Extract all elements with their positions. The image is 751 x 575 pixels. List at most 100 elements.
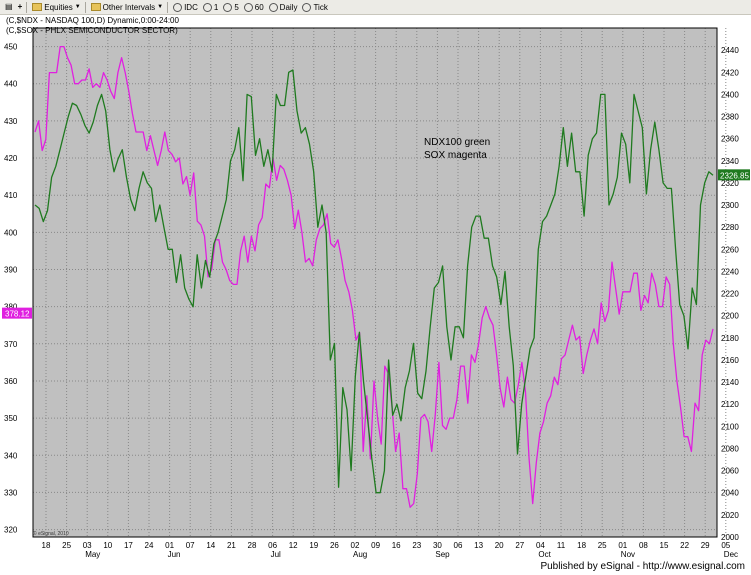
ndx-last-value-label: 2326.85	[720, 171, 749, 180]
x-tick-label: 02	[351, 541, 360, 550]
x-tick-label: 25	[62, 541, 71, 550]
caret-down-icon: ▼	[74, 4, 81, 10]
interval-daily-button[interactable]: Daily	[268, 2, 297, 12]
ndx-last-value-marker	[718, 169, 750, 181]
x-tick-label: 16	[392, 541, 401, 550]
x-tick-label: 18	[577, 541, 586, 550]
right-tick-label: 2200	[721, 312, 739, 321]
toolbar-divider	[26, 1, 28, 13]
month-label: Sep	[435, 550, 450, 559]
right-tick-label: 2160	[721, 356, 739, 365]
caret-down-icon: ▼	[157, 4, 164, 10]
right-tick-label: 2420	[721, 68, 739, 77]
left-tick-label: 350	[4, 414, 18, 423]
x-tick-label: 06	[454, 541, 463, 550]
left-tick-label: 340	[4, 451, 18, 460]
x-tick-label: 08	[639, 541, 648, 550]
right-tick-label: 2140	[721, 378, 739, 387]
x-tick-label: 09	[371, 541, 380, 550]
right-tick-label: 2300	[721, 201, 739, 210]
x-tick-label: 06	[268, 541, 277, 550]
axis-labels: 320 330 340 350 360 370 380 390 400 410 420 430 440 4…	[4, 43, 739, 559]
sox-last-value-marker	[2, 307, 32, 319]
left-tick-label: 320	[4, 526, 18, 535]
left-tick-label: 440	[4, 80, 18, 89]
legend-line-1: (C,$NDX - NASDAQ 100,D) Dynamic,0:00-24:…	[6, 16, 180, 25]
bars-icon[interactable]: ▤	[5, 2, 13, 11]
clock-icon	[243, 2, 253, 12]
x-tick-label: 23	[412, 541, 421, 550]
right-tick-label: 2220	[721, 290, 739, 299]
equities-dropdown[interactable]: Equities ▼	[32, 3, 81, 12]
sox-last-value-label: 378.12	[5, 310, 30, 319]
series-lines	[34, 45, 714, 508]
right-tick-label: 2100	[721, 422, 739, 431]
toolbar-divider	[167, 1, 169, 13]
right-tick-label: 2000	[721, 533, 739, 542]
left-tick-label: 360	[4, 377, 18, 386]
x-tick-label: 21	[227, 541, 236, 550]
interval-1-button[interactable]: 1	[202, 2, 218, 12]
x-tick-label: 20	[495, 541, 504, 550]
right-tick-label: 2340	[721, 157, 739, 166]
plot-frame	[32, 27, 718, 538]
right-tick-label: 2020	[721, 511, 739, 520]
right-tick-label: 2320	[721, 179, 739, 188]
folder-icon	[32, 3, 43, 11]
clock-icon	[302, 2, 312, 12]
legend-line-2: (C,$SOX - PHLX SEMICONDUCTOR SECTOR)	[6, 26, 178, 35]
x-tick-label: 13	[474, 541, 483, 550]
clock-icon	[223, 2, 233, 12]
month-label: Oct	[538, 550, 551, 559]
right-tick-label: 2040	[721, 489, 739, 498]
x-tick-label: 07	[186, 541, 195, 550]
x-tick-label: 03	[83, 541, 92, 550]
month-label: May	[85, 550, 100, 559]
other-intervals-dropdown[interactable]: Other Intervals ▼	[90, 3, 164, 12]
annotation-line-1: NDX100 green	[424, 137, 490, 148]
x-tick-label: 18	[42, 541, 51, 550]
x-tick-label: 22	[680, 541, 689, 550]
series-line-ndx	[34, 69, 714, 494]
x-tick-label: 10	[103, 541, 112, 550]
x-tick-label: 29	[701, 541, 710, 550]
last-value-markers: 378.12 2326.85	[2, 169, 750, 319]
x-tick-label: 05	[721, 541, 730, 550]
left-tick-label: 400	[4, 228, 18, 237]
right-tick-label: 2240	[721, 267, 739, 276]
x-tick-label: 01	[165, 541, 174, 550]
right-tick-label: 2260	[721, 245, 739, 254]
left-tick-label: 380	[4, 303, 18, 312]
right-tick-label: 2080	[721, 444, 739, 453]
left-tick-label: 370	[4, 340, 18, 349]
right-tick-label: 2380	[721, 113, 739, 122]
x-tick-label: 25	[598, 541, 607, 550]
x-tick-label: 28	[248, 541, 257, 550]
left-tick-label: 410	[4, 191, 18, 200]
toolbar: ▤ + Equities ▼ Other Intervals ▼ IDC 1 5 6…	[0, 0, 751, 15]
x-tick-label: 30	[433, 541, 442, 550]
clock-icon	[268, 2, 278, 12]
annotation-line-2: SOX magenta	[424, 150, 487, 161]
plus-icon[interactable]: +	[17, 2, 23, 11]
interval-60-button[interactable]: 60	[243, 2, 264, 12]
x-tick-label: 14	[206, 541, 215, 550]
toolbar-divider	[84, 1, 86, 13]
interval-idc-button[interactable]: IDC	[173, 2, 198, 12]
x-tick-label: 11	[557, 541, 566, 550]
copyright-text: © eSignal, 2010	[33, 530, 69, 537]
right-tick-label: 2180	[721, 334, 739, 343]
grid-lines	[33, 28, 727, 537]
clock-icon	[173, 2, 183, 12]
x-tick-label: 15	[660, 541, 669, 550]
interval-5-button[interactable]: 5	[223, 2, 239, 12]
clock-icon	[202, 2, 212, 12]
left-tick-label: 420	[4, 154, 18, 163]
x-tick-label: 27	[515, 541, 524, 550]
interval-tick-button[interactable]: Tick	[302, 2, 328, 12]
x-tick-label: 26	[330, 541, 339, 550]
x-tick-label: 17	[124, 541, 133, 550]
chart-area: 320 330 340 350 360 370 380 390 400 410 420 430 440 4…	[2, 16, 750, 559]
right-tick-label: 2060	[721, 467, 739, 476]
month-label: Jul	[271, 550, 281, 559]
